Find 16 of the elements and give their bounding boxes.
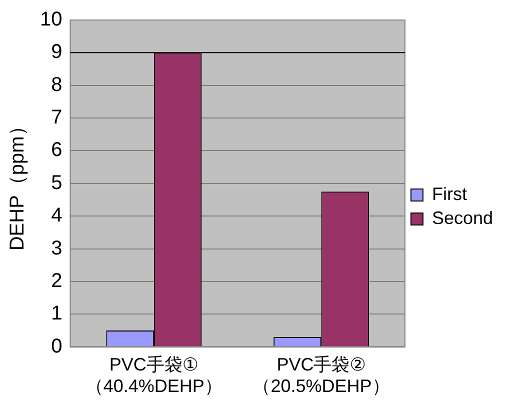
y-tick-label: 3: [51, 237, 62, 260]
y-tick-label: 7: [51, 106, 62, 129]
y-tick-label: 6: [51, 139, 62, 162]
y-tick-label: 1: [51, 302, 62, 325]
x-tick-label: PVC手袋② （20.5%DEHP）: [252, 354, 390, 396]
legend-label: First: [432, 184, 467, 204]
y-tick-label: 0: [51, 335, 62, 358]
y-tick-label: 4: [51, 204, 62, 227]
y-tick-label: 8: [51, 74, 62, 96]
x-tick-label: PVC手袋① （40.4%DEHP）: [85, 354, 222, 396]
y-tick-label: 10: [40, 8, 62, 31]
legend-label: Second: [432, 208, 494, 228]
y-tick-label: 9: [51, 41, 62, 64]
y-tick-label: 2: [51, 270, 62, 292]
y-axis-title: DEHP（ppm）: [6, 116, 29, 251]
y-tick-label: 5: [51, 172, 62, 194]
